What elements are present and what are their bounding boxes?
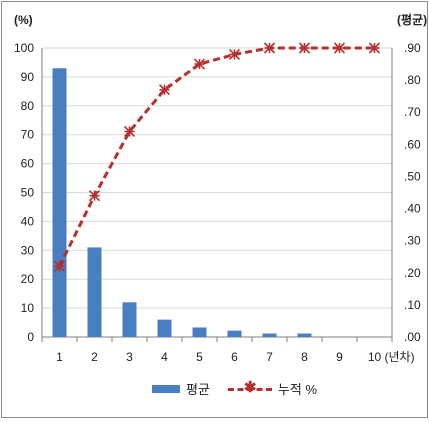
y-left-tick-label: 50 xyxy=(21,186,35,200)
cumulative-point xyxy=(368,42,381,54)
cumulative-point xyxy=(228,48,241,60)
legend-item-bar: 평균 xyxy=(152,379,210,398)
y-left-tick-label: 0 xyxy=(27,330,34,344)
cumulative-point xyxy=(333,42,346,54)
y-right-tick-label: .10 xyxy=(404,298,421,312)
cumulative-point xyxy=(53,260,66,272)
x-tick-label: 3 xyxy=(126,350,133,364)
cumulative-point xyxy=(88,190,101,202)
y-right-unit-label: (평균) xyxy=(397,13,427,27)
bar xyxy=(262,333,277,337)
pareto-chart: 0 10 20 30 40 50 60 70 80 90 100 .00 .10 .20 .30 .40 .50… xyxy=(14,13,427,364)
cumulative-point xyxy=(263,42,276,54)
x-tick-label: 6 xyxy=(231,350,238,364)
bar xyxy=(192,327,207,337)
y-left-unit-label: (%) xyxy=(14,13,33,27)
y-left-tick-label: 80 xyxy=(21,99,35,113)
y-left-tick-label: 70 xyxy=(21,128,35,142)
y-right-tick-label: .20 xyxy=(404,266,421,280)
y-right-tick-label: .90 xyxy=(404,41,421,55)
x-unit-label: (년차) xyxy=(385,350,415,364)
legend-line-label: 누적 % xyxy=(277,382,318,397)
bar xyxy=(87,247,102,337)
y-right-tick-label: .60 xyxy=(404,137,421,151)
x-tick-label: 8 xyxy=(301,350,308,364)
y-left-tick-label: 90 xyxy=(21,70,35,84)
bar xyxy=(297,333,312,337)
y-right-tick-label: .40 xyxy=(404,202,421,216)
y-right-tick-label: .50 xyxy=(404,169,421,183)
y-right-tick-label: .00 xyxy=(404,330,421,344)
x-tick-label: 1 xyxy=(56,350,63,364)
cumulative-point xyxy=(123,125,136,138)
y-left-tick-label: 10 xyxy=(21,301,35,315)
x-tick-label: 9 xyxy=(336,350,343,364)
y-right-tick-label: .30 xyxy=(404,234,421,248)
bar xyxy=(52,68,67,337)
bar xyxy=(122,302,137,337)
cumulative-point xyxy=(298,42,311,54)
legend-bar-label: 평균 xyxy=(186,382,210,397)
x-tick-label: 10 xyxy=(368,350,382,364)
legend: 평균 ✱ 누적 % xyxy=(152,379,335,398)
legend-line-swatch: ✱ xyxy=(227,379,272,396)
x-tick-label: 5 xyxy=(196,350,203,364)
legend-item-line: ✱ 누적 % xyxy=(227,379,318,398)
legend-bar-swatch xyxy=(152,384,180,393)
y-left-tick-label: 20 xyxy=(21,272,35,286)
x-tick-label: 7 xyxy=(266,350,273,364)
y-left-tick-label: 40 xyxy=(21,214,35,228)
x-tick-label: 4 xyxy=(161,350,168,364)
y-left-tick-label: 60 xyxy=(21,157,35,171)
bar xyxy=(227,330,242,337)
x-tick-label: 2 xyxy=(91,350,98,364)
cumulative-point xyxy=(193,58,206,70)
y-left-tick-label: 100 xyxy=(14,41,34,55)
y-left-tick-label: 30 xyxy=(21,243,35,257)
bar xyxy=(157,319,172,337)
cumulative-point xyxy=(158,84,171,96)
y-right-tick-label: .70 xyxy=(404,105,421,119)
y-right-tick-label: .80 xyxy=(404,73,421,87)
cumulative-line xyxy=(58,46,375,268)
